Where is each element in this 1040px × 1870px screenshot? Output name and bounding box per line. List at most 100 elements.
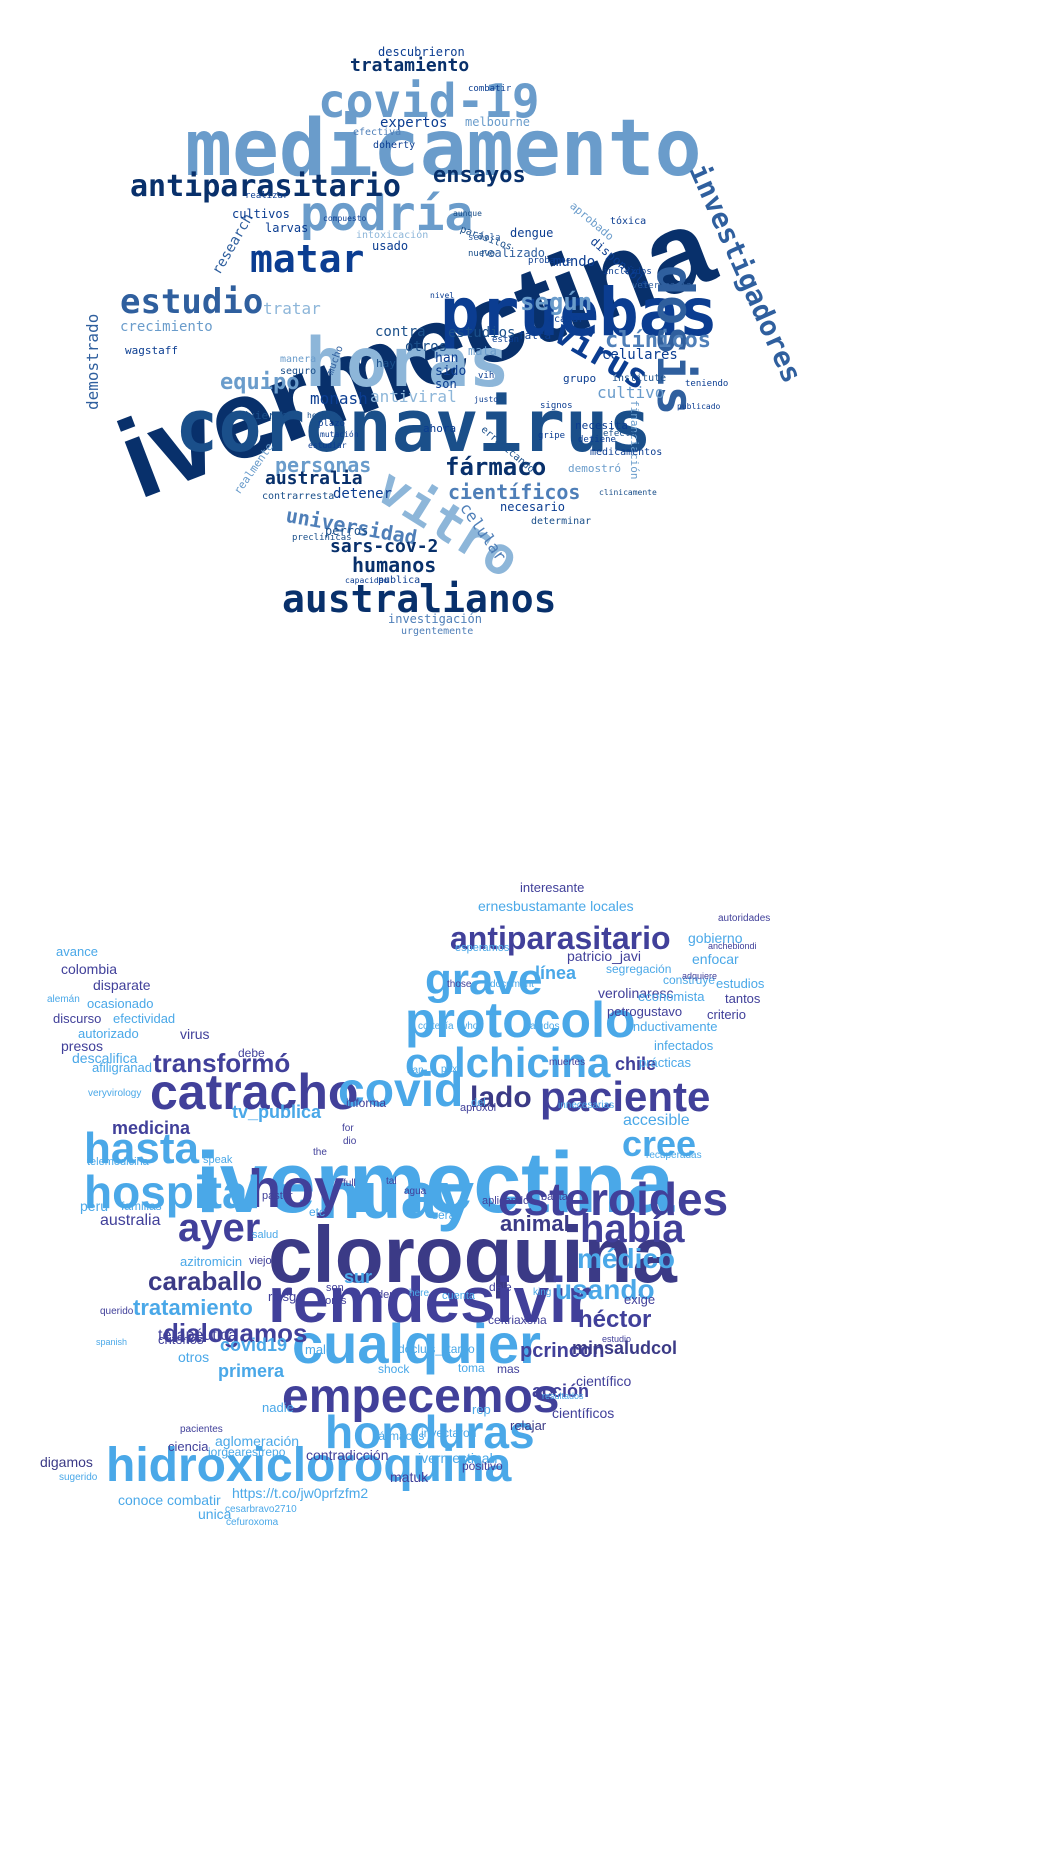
bottom-cloud-word: accesible: [623, 1112, 690, 1129]
bottom-cloud-word: pacientes: [180, 1424, 223, 1435]
top-cloud-word: expertos: [380, 115, 448, 131]
top-cloud-word: sars-cov-2: [330, 536, 439, 557]
bottom-cloud-word: minsaludcol: [572, 1338, 678, 1358]
top-cloud-word: celulares: [602, 347, 678, 363]
top-cloud-word: compuesto: [323, 214, 367, 223]
bottom-cloud-word: honduras: [325, 1406, 535, 1458]
top-cloud-word: tóxica: [610, 216, 647, 227]
top-cloud-word: signos: [540, 401, 573, 411]
bottom-cloud-word: esperamos: [455, 942, 510, 954]
bottom-cloud-word: jorgearestrepo: [208, 1445, 286, 1459]
bottom-cloud-word: digamos: [40, 1454, 93, 1470]
top-cloud-word: clinicamente: [599, 488, 657, 497]
bottom-cloud-word: terapéutica: [158, 1327, 238, 1344]
bottom-cloud-word: dialogamos: [163, 1318, 308, 1348]
top-cloud-word: publica: [378, 575, 421, 586]
top-cloud-word: australianos: [282, 577, 557, 621]
top-cloud-word: cultivos: [232, 207, 290, 221]
bottom-cloud-word: pcrincon: [520, 1340, 605, 1362]
top-cloud-word: manera: [280, 354, 317, 365]
bottom-cloud-word: rep: [472, 1402, 491, 1417]
top-cloud-word: advierten: [235, 409, 295, 422]
top-cloud-word: horas: [305, 324, 510, 403]
top-cloud-word: hecho: [307, 411, 332, 420]
top-cloud-word: veterinaria: [632, 281, 692, 291]
top-cloud-word: han: [435, 351, 459, 366]
bottom-cloud-word: chile: [615, 1054, 657, 1074]
bottom-cloud-word: lado: [470, 1081, 532, 1114]
top-cloud-word: sido: [435, 364, 467, 379]
top-cloud-word: acabar: [548, 314, 585, 325]
top-cloud-word: plazo: [318, 419, 346, 429]
bottom-cloud-word: telemedicina: [87, 1156, 149, 1168]
top-cloud-word: humanos: [352, 553, 437, 577]
bottom-cloud-word: the: [313, 1147, 327, 1158]
bottom-cloud-word: spanish: [96, 1337, 128, 1347]
bottom-cloud-word: cuenta: [442, 1290, 476, 1302]
top-cloud-word: equipo: [220, 370, 300, 395]
bottom-cloud-word: transformó: [153, 1048, 291, 1078]
bottom-cloud-word: enfocar: [692, 951, 739, 967]
bottom-cloud-word: grave: [425, 955, 543, 1004]
bottom-cloud-word: informa: [346, 1096, 387, 1110]
bottom-cloud-word: ocasionado: [87, 996, 154, 1011]
word-cloud-bottom: ivermectina cloroquina remdesivir nuay hoy cu…: [0, 881, 1040, 1870]
bottom-cloud-word: positivo: [462, 1459, 503, 1473]
bottom-cloud-word: pax: [441, 1064, 458, 1075]
bottom-cloud-word: colchicina: [405, 1039, 611, 1086]
bottom-cloud-word: interesante: [520, 880, 585, 895]
top-cloud-word: medicamentos: [590, 447, 663, 458]
top-cloud-word: estudio: [120, 282, 264, 322]
bottom-cloud-word: ayer: [178, 1206, 261, 1250]
bottom-cloud-word: australia: [100, 1212, 161, 1229]
bottom-cloud-word: cualquier: [292, 1312, 541, 1375]
bottom-cloud-word: innecesarias: [558, 1100, 615, 1111]
bottom-cloud-word: animal: [500, 1211, 570, 1236]
top-cloud-word: efectiva: [353, 127, 402, 138]
bottom-cloud-word: aplicando: [482, 1195, 530, 1207]
bottom-cloud-word: nuay: [320, 1158, 475, 1232]
top-cloud-word: necesita: [575, 419, 628, 432]
bottom-cloud-word: viejo: [249, 1255, 272, 1267]
bottom-cloud-word: debe: [238, 1046, 265, 1060]
bottom-cloud-word: primera: [218, 1361, 285, 1381]
bottom-cloud-word: médico: [577, 1243, 676, 1274]
bottom-cloud-word: dele: [489, 1280, 512, 1294]
top-cloud-word: larvas: [265, 221, 309, 235]
bottom-cloud-word: aglomeración: [215, 1433, 300, 1449]
top-cloud-word: publicado: [677, 402, 721, 411]
bottom-cloud-word: son: [326, 1282, 344, 1294]
top-cloud-word: mutación: [320, 430, 359, 439]
bottom-cloud-word: catracho: [150, 1064, 359, 1120]
bottom-cloud-word: veryvirology: [88, 1088, 142, 1099]
top-cloud-word: efectos: [603, 429, 641, 439]
top-cloud-word: cultivo: [597, 383, 665, 402]
bottom-cloud-word: otros: [178, 1349, 210, 1365]
bottom-cloud-word: han: [407, 1065, 424, 1076]
bottom-cloud-word: relajar: [510, 1418, 547, 1433]
bottom-cloud-word: toma: [458, 1361, 485, 1375]
bottom-cloud-word: científicos: [552, 1405, 615, 1421]
bottom-cloud-word: patricio_javi: [567, 948, 641, 964]
bottom-cloud-word: shock: [378, 1362, 410, 1376]
bottom-cloud-word: línea: [535, 963, 577, 983]
bottom-cloud-word: ernesbustamante locales: [478, 898, 634, 914]
top-cloud-word: podría: [300, 186, 474, 242]
top-cloud-word: estudios: [448, 325, 516, 341]
bottom-cloud-word: sur: [344, 1267, 373, 1287]
bottom-cloud-word: basta: [541, 1191, 568, 1203]
bottom-cloud-word: nadie: [262, 1400, 294, 1415]
top-cloud-word: tratamiento: [350, 55, 470, 76]
top-cloud-word: señala: [468, 233, 501, 243]
top-cloud-word: antiparasitario: [130, 169, 401, 204]
bottom-cloud-word: recuperadas: [646, 1150, 702, 1161]
bottom-cloud-word: agua: [404, 1186, 427, 1197]
bottom-cloud-word: etc: [309, 1205, 326, 1219]
bottom-cloud-word: muertes: [549, 1057, 586, 1068]
bottom-cloud-word: unica: [198, 1506, 232, 1522]
bottom-cloud-word: presos: [61, 1038, 104, 1054]
top-cloud-word: aunque: [453, 209, 482, 218]
top-cloud-word: mundo: [553, 254, 596, 270]
top-cloud-word: pruebas: [440, 274, 719, 351]
bottom-cloud-word: estudios: [716, 976, 765, 991]
